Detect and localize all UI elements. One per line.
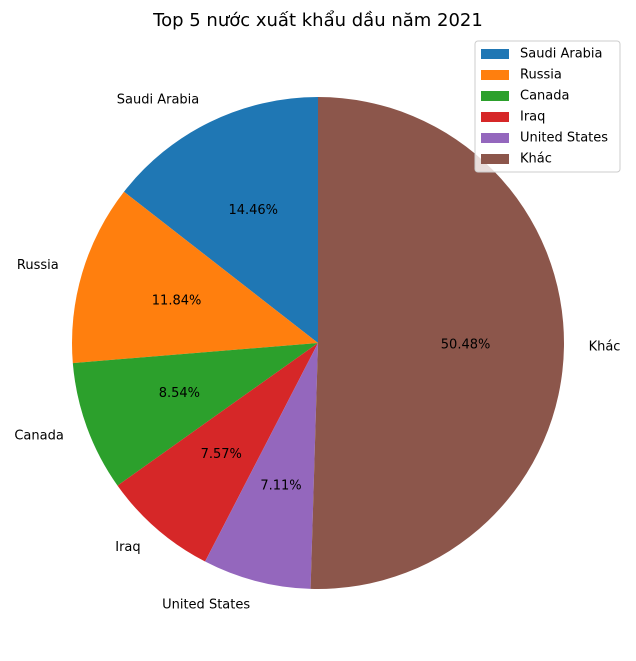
pie-slice-iraq <box>117 343 318 562</box>
legend-swatch-united-states <box>481 133 509 143</box>
pie-slice-saudi-arabia <box>124 97 318 343</box>
slice-labels: Saudi Arabia Russia Canada Iraq United State… <box>14 92 620 612</box>
legend-swatch-khac <box>481 154 509 164</box>
legend-label-khac: Khác <box>520 152 552 167</box>
chart-title: Top 5 nước xuất khẩu dầu năm 2021 <box>152 10 483 31</box>
slice-label-canada: Canada <box>14 428 63 443</box>
legend-label-iraq: Iraq <box>520 110 545 125</box>
legend-label-saudi-arabia: Saudi Arabia <box>520 47 603 62</box>
slice-label-iraq: Iraq <box>115 540 140 555</box>
legend-swatch-canada <box>481 91 509 101</box>
pie-slice-canada <box>72 343 318 486</box>
slice-label-saudi-arabia: Saudi Arabia <box>117 92 200 107</box>
legend-label-russia: Russia <box>520 68 562 83</box>
slice-label-khac: Khác <box>589 340 621 355</box>
pct-label-russia: 11.84% <box>152 293 202 308</box>
pie-slice-united-states <box>205 343 318 589</box>
pct-label-united-states: 7.11% <box>260 478 301 493</box>
slice-label-united-states: United States <box>162 597 250 612</box>
pie-slice-khac <box>310 97 565 589</box>
legend-swatch-russia <box>481 70 509 80</box>
legend-swatch-saudi-arabia <box>481 49 509 59</box>
pct-label-saudi-arabia: 14.46% <box>228 203 278 218</box>
pct-label-iraq: 7.57% <box>201 447 242 462</box>
slice-label-russia: Russia <box>17 258 59 273</box>
legend: Saudi Arabia Russia Canada Iraq United State… <box>474 40 621 173</box>
pct-label-khac: 50.48% <box>441 338 491 353</box>
pie-slice-russia <box>72 191 319 364</box>
legend-label-united-states: United States <box>520 131 608 146</box>
legend-box <box>474 40 621 173</box>
legend-label-canada: Canada <box>520 89 569 104</box>
pct-label-canada: 8.54% <box>159 386 200 401</box>
legend-swatch-iraq <box>481 112 509 122</box>
percentage-labels: 14.46% 11.84% 8.54% 7.57% 7.11% 50.48% <box>152 203 491 494</box>
pie-slices <box>72 97 565 589</box>
